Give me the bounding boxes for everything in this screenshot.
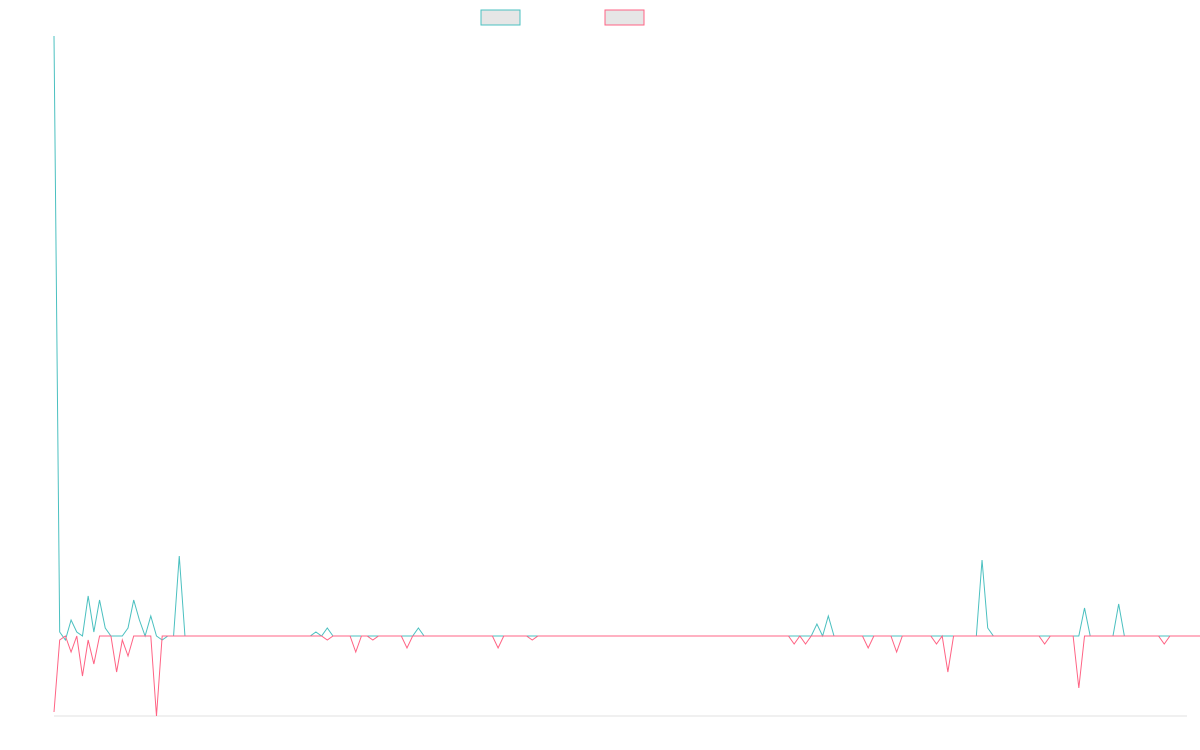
- plot-area: [53, 35, 1200, 717]
- legend-swatch-1[interactable]: [480, 9, 521, 26]
- legend: [480, 9, 645, 26]
- series-line-1: [53, 35, 1200, 642]
- legend-swatch-2[interactable]: [604, 9, 645, 26]
- series-line-2: [53, 634, 1200, 717]
